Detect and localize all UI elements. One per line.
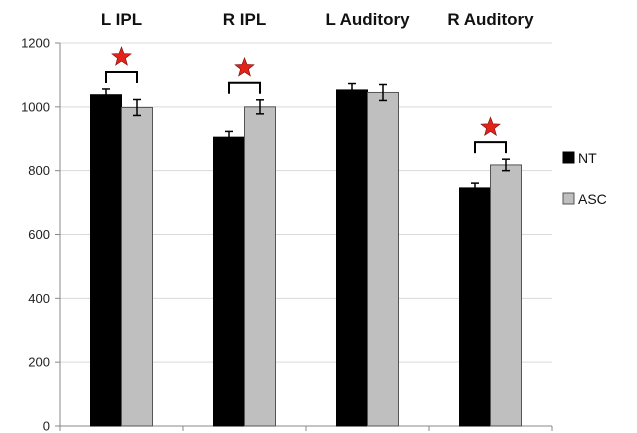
bar-nt-r-ipl — [213, 136, 245, 427]
y-tick-label: 0 — [43, 419, 50, 433]
y-tick-label: 400 — [28, 291, 50, 306]
bar-asc-l-ipl — [121, 106, 153, 427]
category-label: R IPL — [223, 10, 266, 29]
legend-swatch-asc — [562, 192, 575, 205]
star-icon — [111, 46, 132, 66]
bar-nt-r-auditory — [459, 187, 491, 427]
bar-asc-r-ipl — [244, 106, 276, 427]
legend-swatch-nt — [562, 151, 575, 164]
error-bars — [102, 82, 510, 194]
bar-nt-l-ipl — [90, 94, 122, 427]
y-tick-label: 1000 — [21, 99, 50, 114]
category-label: L Auditory — [325, 10, 410, 29]
category-label: R Auditory — [447, 10, 534, 29]
significance-bracket — [474, 141, 507, 154]
star-icon — [234, 56, 255, 77]
y-tick-labels: 0 200 400 600 800 1000 1200 — [21, 36, 50, 433]
significance-bracket — [228, 81, 261, 94]
bar-asc-r-auditory — [490, 164, 522, 427]
y-tick-label: 200 — [28, 355, 50, 370]
y-tick-label: 600 — [28, 227, 50, 242]
category-labels: L IPL R IPL L Auditory R Auditory — [101, 10, 534, 29]
significance-markers — [105, 46, 507, 154]
legend: NT ASC — [562, 150, 607, 207]
category-label: L IPL — [101, 10, 142, 29]
legend-label-asc: ASC — [578, 191, 607, 207]
y-tick-label: 800 — [28, 163, 50, 178]
y-tick-label: 1200 — [21, 36, 50, 51]
bar-nt-l-auditory — [336, 89, 368, 427]
bars — [90, 89, 522, 427]
legend-label-nt: NT — [578, 150, 597, 166]
star-icon — [480, 116, 501, 136]
significance-bracket — [105, 70, 138, 83]
bar-asc-l-auditory — [367, 91, 399, 427]
